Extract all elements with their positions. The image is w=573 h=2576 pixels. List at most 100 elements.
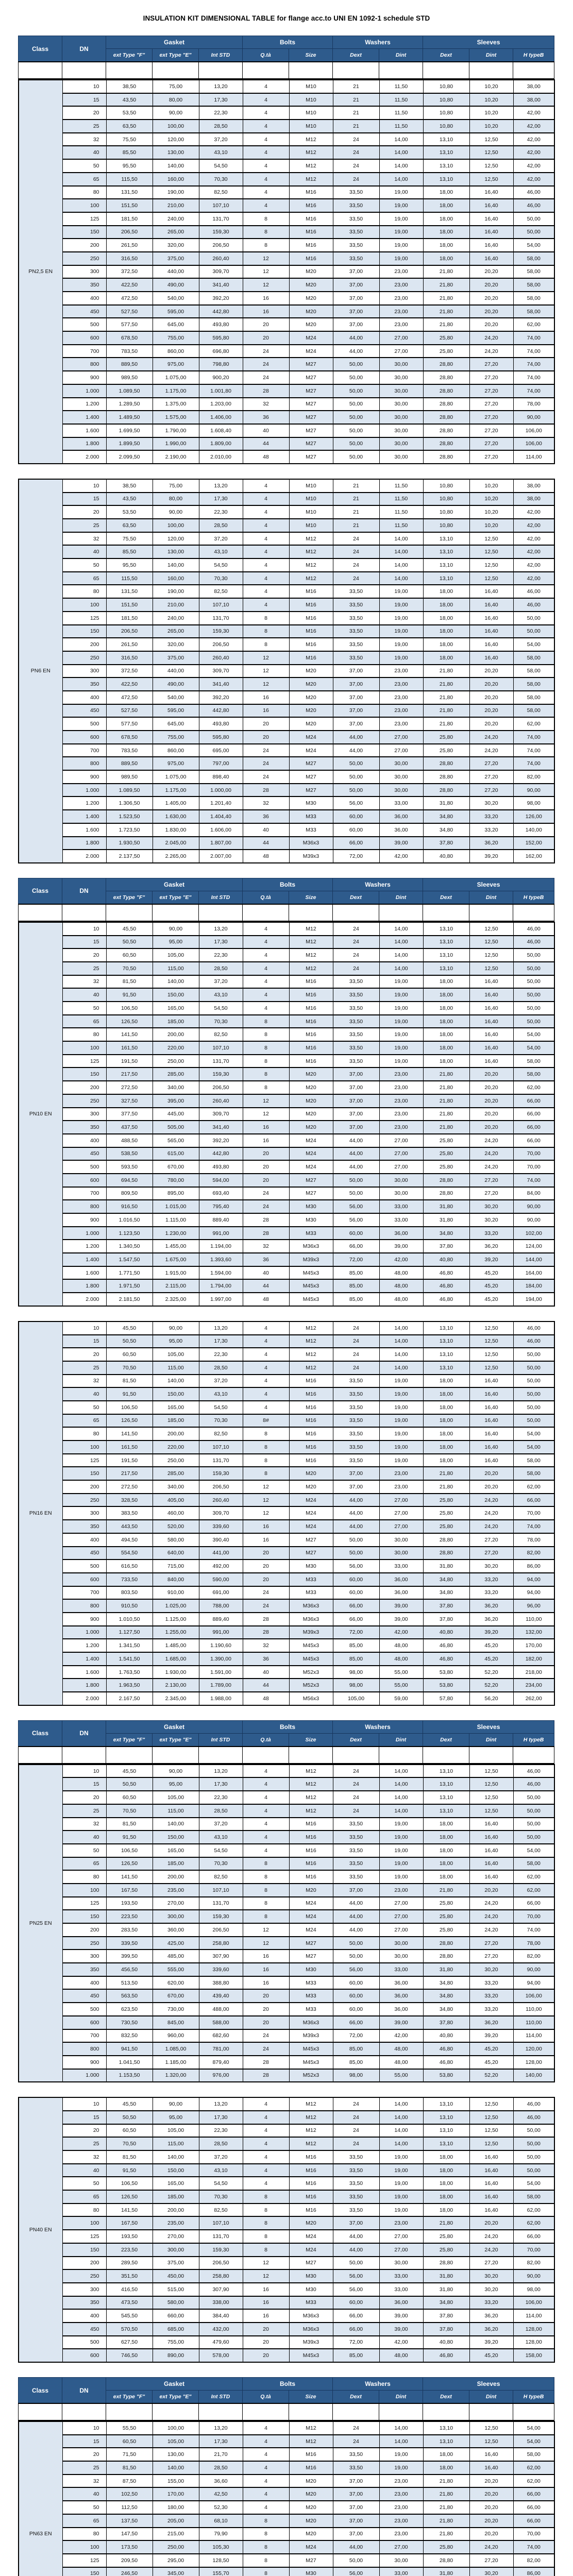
washer-dext-cell: 50,00 [332, 1546, 380, 1561]
bolts-size-cell: M39x3 [289, 2028, 333, 2043]
washer-dext-cell: 33,50 [332, 1001, 380, 1015]
bolts-size-cell: M16 [289, 650, 333, 665]
gasket-ext-f-cell: 456,50 [106, 1962, 153, 1977]
washer-dext-cell: 98,00 [332, 2068, 380, 2083]
sleeve-h-typeb-cell: 50,00 [513, 624, 555, 639]
sleeve-dint-cell: 20,20 [469, 2500, 514, 2515]
gasket-int-std-cell: 42,50 [198, 2487, 243, 2502]
bolts-qty-cell: 20 [242, 317, 290, 332]
dn-cell: 1.200 [62, 1239, 107, 1254]
gasket-ext-e-cell: 240,00 [152, 211, 199, 226]
washer-dext-cell: 24 [332, 2434, 380, 2449]
table-row: 300 383,50 460,00 309,70 12 M24 44,00 27,00 25,8… [19, 1506, 555, 1521]
sleeve-h-typeb-cell: 140,00 [513, 822, 555, 837]
sleeve-dext-cell: 18,00 [423, 185, 470, 200]
washer-dext-cell: 98,00 [332, 1678, 380, 1693]
gasket-ext-f-cell: 141,50 [106, 1427, 153, 1441]
washer-dint-cell: 19,00 [379, 225, 424, 240]
washer-dext-cell: 24 [332, 1790, 380, 1805]
gasket-ext-f-cell: 53,50 [106, 106, 153, 121]
sleeve-h-typeb-cell: 46,00 [513, 935, 555, 950]
washer-dext-cell: 33,50 [332, 2163, 380, 2178]
washer-dint-cell: 23,00 [379, 2500, 424, 2515]
washer-dint-cell: 30,00 [379, 1186, 424, 1201]
gasket-int-std-cell: 37,20 [198, 531, 243, 546]
sleeve-dext-cell: 13,10 [423, 935, 470, 950]
sleeve-dext-cell: 18,00 [423, 2202, 470, 2217]
gasket-ext-f-cell: 70,50 [106, 1360, 153, 1375]
spacer-cell [18, 2403, 62, 2421]
washer-dext-cell: 24 [332, 2421, 380, 2435]
sleeve-dint-cell: 16,40 [469, 1870, 514, 1884]
gasket-ext-f-cell: 167,50 [106, 2216, 153, 2231]
sleeve-h-typeb-cell: 50,00 [513, 1014, 555, 1029]
bolts-size-cell: M20 [289, 1883, 333, 1897]
gasket-int-std-cell: 82,50 [198, 1027, 243, 1042]
spacer-cell [513, 903, 555, 922]
dn-cell: 1.000 [62, 783, 107, 798]
bolts-size-cell: M27 [289, 1949, 333, 1964]
group-washers-header: Washers [332, 36, 424, 49]
sleeve-h-typeb-cell: 50,00 [513, 225, 555, 240]
sleeve-dint-cell: 16,40 [469, 1453, 514, 1468]
sleeve-dext-cell: 46,80 [423, 2055, 470, 2070]
gasket-ext-e-cell: 645,00 [152, 717, 199, 731]
gasket-ext-f-cell: 81,50 [106, 2461, 153, 2475]
table-row: 900 989,50 1.075,00 900,20 24 M27 50,00 30,00 28… [19, 370, 555, 385]
sleeve-dint-cell: 27,20 [469, 423, 514, 438]
gasket-int-std-cell: 13,20 [198, 79, 243, 94]
table-row: 1.200 1.341,50 1.485,00 1.190,60 32 M45x3 85,0… [19, 1638, 555, 1653]
dn-cell: 80 [62, 2527, 107, 2541]
bolts-qty-cell: 48 [242, 1691, 290, 1706]
gasket-ext-f-cell: 206,50 [106, 225, 153, 240]
bolts-qty-cell: 4 [242, 1387, 290, 1401]
group-gasket-header: Gasket [105, 2377, 243, 2391]
sleeve-h-typeb-cell: 50,00 [513, 988, 555, 1002]
washer-dext-cell: 33,50 [332, 1427, 380, 1441]
dn-cell: 1.000 [62, 2068, 107, 2083]
washer-dint-cell: 27,00 [379, 1146, 424, 1161]
washer-dext-cell: 33,50 [332, 1400, 380, 1415]
bolts-qty-cell: 48 [242, 450, 290, 464]
gasket-ext-e-cell: 515,00 [152, 2282, 199, 2297]
bolts-qty-cell: 20 [242, 1572, 290, 1587]
sleeve-dext-cell: 13,10 [423, 2421, 470, 2435]
gasket-ext-f-cell: 167,50 [106, 1883, 153, 1897]
gasket-int-std-cell: 260,40 [198, 1493, 243, 1507]
gasket-ext-f-cell: 832,50 [106, 2028, 153, 2043]
sleeve-dext-cell: 46,80 [423, 2348, 470, 2363]
class-section-table: PN16 EN 10 45,50 90,00 13,20 4 M12 24 14,00 13,10… [18, 1320, 555, 1706]
dn-cell: 125 [62, 2229, 107, 2244]
dn-cell: 300 [62, 664, 107, 679]
gasket-ext-e-cell: 200,00 [152, 1027, 199, 1042]
bolts-qty-cell: 4 [242, 974, 290, 989]
gasket-ext-e-cell: 840,00 [152, 1572, 199, 1587]
sleeve-dext-cell: 34,80 [423, 1585, 470, 1600]
dn-cell: 500 [62, 2335, 107, 2350]
gasket-int-std-cell: 432,00 [198, 2321, 243, 2336]
sleeve-h-typeb-cell: 50,00 [513, 1001, 555, 1015]
sleeve-dint-cell: 16,40 [469, 2202, 514, 2217]
sleeve-h-typeb-cell: 42,00 [513, 518, 555, 533]
washer-dext-cell: 24 [332, 545, 380, 560]
sleeve-h-typeb-cell: 46,00 [513, 1764, 555, 1778]
washer-dext-cell: 56,00 [332, 1213, 380, 1227]
gasket-ext-e-cell: 215,00 [152, 2527, 199, 2541]
table-row: 25 63,50 100,00 28,50 4 M10 21 11,50 10,80 10,20 4… [19, 518, 555, 533]
sleeve-dext-cell: 18,00 [423, 611, 470, 625]
gasket-int-std-cell: 17,30 [198, 2110, 243, 2125]
washer-dint-cell: 23,00 [379, 690, 424, 705]
sleeve-dint-cell: 45,20 [469, 1652, 514, 1666]
dn-cell: 32 [62, 2150, 107, 2164]
gasket-ext-f-cell: 70,50 [106, 1803, 153, 1818]
sleeve-h-typeb-cell: 74,00 [513, 370, 555, 385]
bolts-size-cell: M45x3 [289, 2042, 333, 2056]
bolts-qty-cell: 4 [242, 1803, 290, 1818]
bolts-qty-cell: 16 [242, 2282, 290, 2297]
sleeve-h-typeb-cell: 102,00 [513, 1226, 555, 1241]
sleeve-dint-cell: 20,20 [469, 2473, 514, 2488]
bolts-size-cell: M20 [289, 1480, 333, 1494]
sleeve-h-typeb-cell: 50,00 [513, 611, 555, 625]
washer-dext-cell: 66,00 [332, 836, 380, 851]
sleeve-dext-cell: 28,80 [423, 1186, 470, 1201]
